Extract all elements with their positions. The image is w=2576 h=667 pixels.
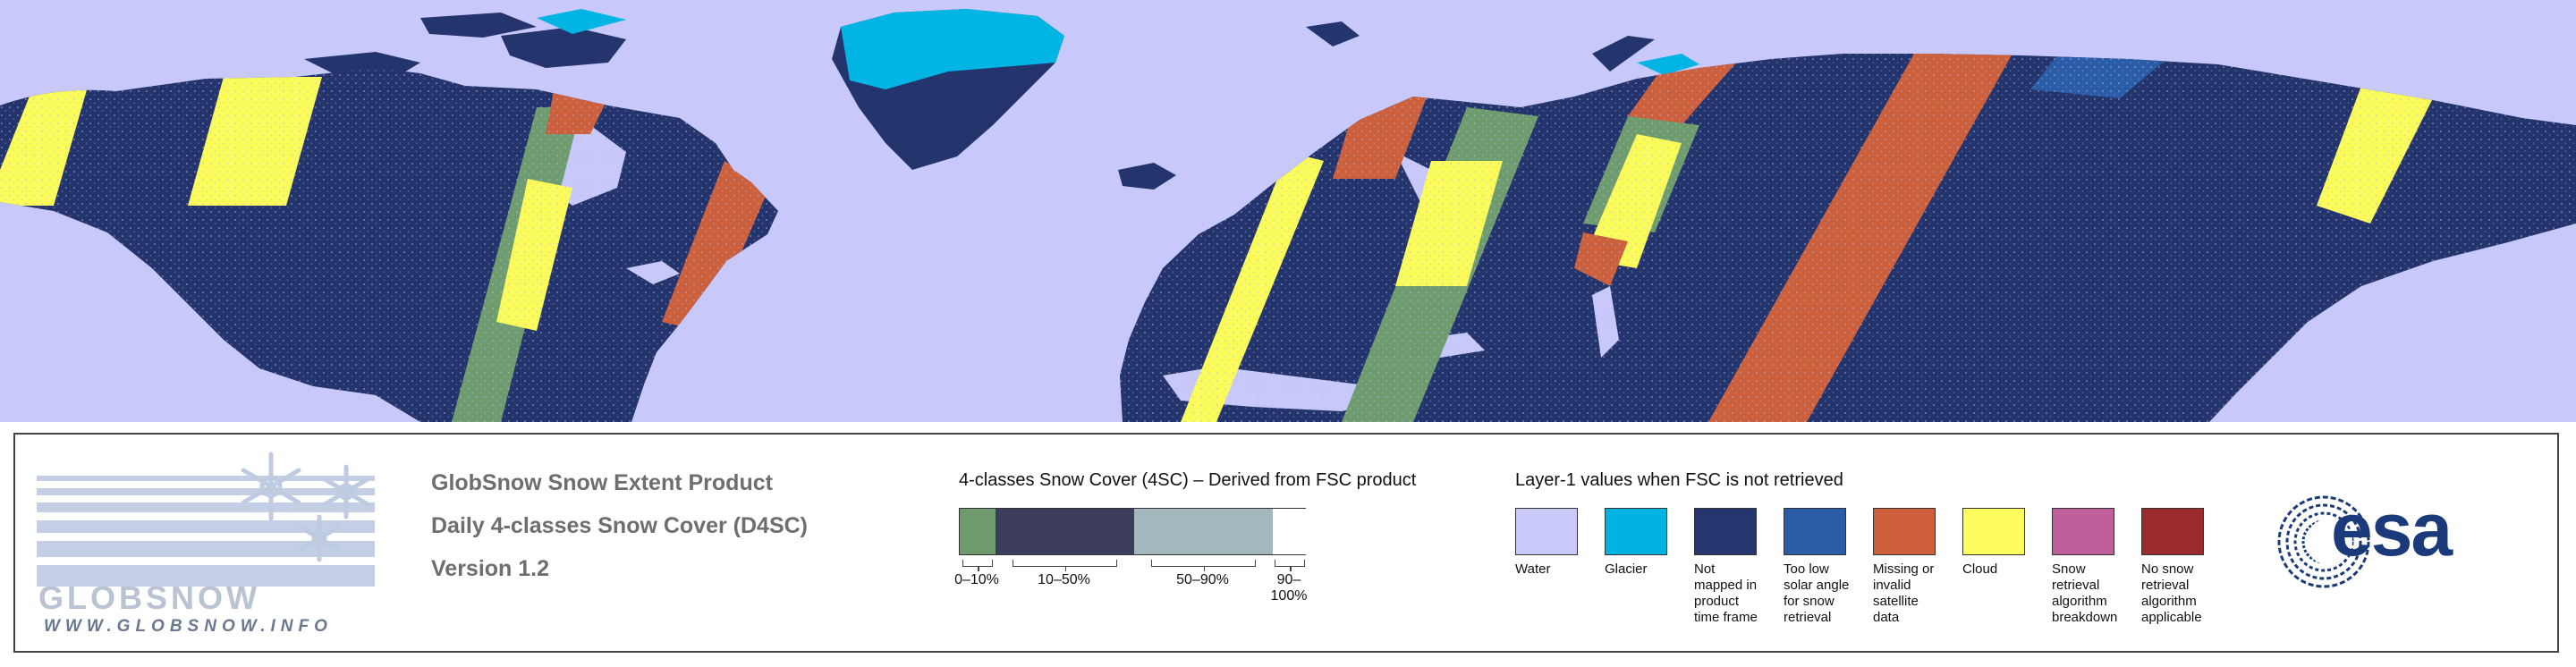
arctic-islands-2 (501, 27, 626, 68)
product-subtitle: Daily 4-classes Snow Cover (D4SC) (431, 513, 808, 538)
layer1-label: Cloud (1962, 561, 2045, 578)
layer1-label: No snow retrieval algorithm applicable (2141, 561, 2224, 626)
product-version: Version 1.2 (431, 556, 550, 581)
layer1-label-line: Water (1515, 561, 1551, 577)
glacier-svalbard (1637, 54, 1699, 75)
snow-class-label: 0–10% (954, 572, 999, 587)
snow-class-label: 50–90% (1176, 572, 1229, 587)
logo-stripes (37, 452, 375, 587)
snow-class-bracket (1275, 560, 1305, 571)
layer1-swatch (2141, 508, 2204, 555)
logo-url: WWW.GLOBSNOW.INFO (44, 617, 333, 636)
layer1-swatch (1784, 508, 1846, 555)
layer1-swatch (1515, 508, 1578, 555)
esa-logo: esa (2274, 486, 2542, 603)
snow-class-swatch (960, 509, 996, 554)
layer1-label-line: for snow (1784, 594, 1835, 609)
arctic-islands-3 (420, 13, 537, 38)
layer1-swatch (1873, 508, 1936, 555)
snow-class-label: 10–50% (1038, 572, 1090, 587)
novaya-zemlya (1592, 36, 1655, 72)
snow-class-bracket (1151, 560, 1256, 571)
layer1-swatch (1962, 508, 2025, 555)
layer1-label-line: Cloud (1962, 561, 1998, 577)
layer1-label-line: No snow (2141, 561, 2194, 577)
layer1-label-line: invalid satellite (1873, 578, 1919, 609)
layer1-swatch (1605, 508, 1667, 555)
layer1-label-line: Not (1694, 561, 1716, 577)
snow-class-swatch (1134, 509, 1273, 554)
layer1-label-line: Snow retrieval (2052, 561, 2100, 593)
layer1-label-line: algorithm (2052, 594, 2107, 609)
iceland (1118, 163, 1176, 190)
product-title: GlobSnow Snow Extent Product (431, 470, 773, 495)
snow-cover-legend-title: 4-classes Snow Cover (4SC) – Derived fro… (959, 470, 1417, 490)
layer1-label-line: Missing or (1873, 561, 1935, 577)
layer1-label-line: applicable (2141, 610, 2202, 625)
layer1-label-line: Glacier (1605, 561, 1648, 577)
layer1-swatch (1694, 508, 1757, 555)
layer1-label-line: Too low (1784, 561, 1829, 577)
layer1-label: Snow retrieval algorithm breakdown (2052, 561, 2134, 626)
layer1-swatches: Water Glacier Not mapped in product time fram… (1515, 508, 2249, 642)
layer1-label: Water (1515, 561, 1597, 578)
layer1-label: Missing or invalid satellite data (1873, 561, 1955, 626)
layer1-label-line: product (1694, 594, 1740, 609)
layer1-legend-title: Layer-1 values when FSC is not retrieved (1515, 470, 1843, 490)
snow-class-bracket (962, 560, 993, 571)
layer1-label-line: time frame (1694, 610, 1758, 625)
snowflake-icon (241, 452, 370, 562)
glacier-greenland (841, 9, 1064, 89)
layer1-label-line: data (1873, 610, 1900, 625)
snow-class-swatch (996, 509, 1134, 554)
snow-class-label: 90–100% (1270, 572, 1308, 604)
logo-wordmark: GLOBSNOW (38, 579, 260, 616)
snow-class-bracket (1013, 560, 1117, 571)
layer1-label: Too low solar angle for snow retrieval (1784, 561, 1866, 626)
snow-cover-map (0, 0, 2576, 422)
layer1-label-line: mapped in (1694, 578, 1758, 593)
layer1-label: Glacier (1605, 561, 1687, 578)
legend-panel: GLOBSNOW WWW.GLOBSNOW.INFO GlobSnow Snow… (13, 433, 2559, 653)
layer1-label-line: solar angle (1784, 578, 1850, 593)
layer1-swatch (2052, 508, 2114, 555)
snow-class-swatch (1273, 509, 1307, 554)
snow-cover-brackets: 0–10% 10–50% 50–90% 90–100% (954, 558, 1335, 604)
glacier-ellesmere (537, 9, 626, 34)
esa-swirl-icon (2277, 495, 2370, 588)
layer1-label-line: algorithm (2141, 594, 2197, 609)
globsnow-logo: GLOBSNOW WWW.GLOBSNOW.INFO (37, 449, 403, 637)
svalbard (1306, 21, 1360, 46)
layer1-label-line: retrieval (1784, 610, 1832, 625)
esa-wordmark: esa (2331, 487, 2453, 571)
snow-cover-colorbar (959, 508, 1307, 555)
layer1-label-line: retrieval (2141, 578, 2190, 593)
layer1-label-line: breakdown (2052, 610, 2118, 625)
layer1-label: Not mapped in product time frame (1694, 561, 1776, 626)
